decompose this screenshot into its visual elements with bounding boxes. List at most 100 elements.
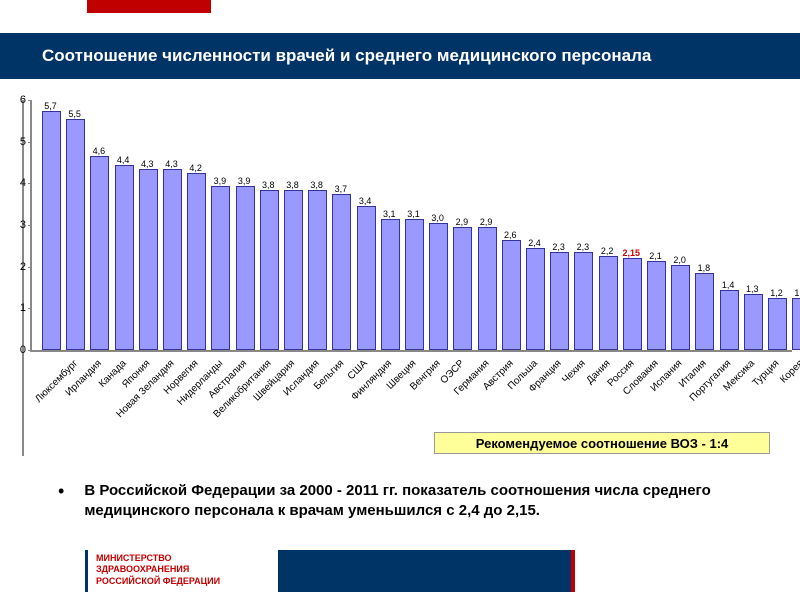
bar-group: 3,7США [332, 100, 349, 350]
footer-line1: МИНИСТЕРСТВО [96, 553, 278, 564]
bar [695, 273, 714, 350]
bar [792, 298, 800, 350]
y-tick: 0 [10, 344, 26, 356]
footer: МИНИСТЕРСТВО ЗДРАВООХРАНЕНИЯ РОССИЙСКОЙ … [85, 550, 575, 592]
bar-group: 4,3Новая Зеландия [139, 100, 156, 350]
bar-group: 2,6Польша [502, 100, 519, 350]
y-tick: 1 [10, 302, 26, 314]
bar [623, 258, 642, 350]
bar [647, 261, 666, 351]
bar-group: 2,1Испания [647, 100, 664, 350]
top-red-block [87, 0, 211, 13]
bar-group: 1,2Греция [792, 100, 800, 350]
bar [90, 156, 109, 350]
bar [236, 186, 255, 351]
bar-group: 3,4Финляндия [357, 100, 374, 350]
y-tick-mark [28, 142, 32, 143]
bar-group: 1,3Турция [744, 100, 761, 350]
bar [187, 173, 206, 350]
bar [405, 219, 424, 350]
bar [332, 194, 351, 350]
y-tick-mark [28, 183, 32, 184]
bullet-text: В Российской Федерации за 2000 - 2011 гг… [84, 481, 758, 522]
y-tick: 3 [10, 219, 26, 231]
bar-group: 4,3Норвегия [163, 100, 180, 350]
bar-value: 5,5 [60, 109, 90, 119]
bar-value: 3,7 [326, 184, 356, 194]
bar-value: 3,4 [350, 196, 380, 206]
bar [211, 186, 230, 351]
recommend-box: Рекомендуемое соотношение ВОЗ - 1:4 [434, 432, 770, 454]
bar-group: 5,5Ирландия [66, 100, 83, 350]
bar [139, 169, 158, 350]
bar-group: 2,3Дания [574, 100, 591, 350]
y-tick-mark [28, 267, 32, 268]
bar-group: 2,3Чехия [550, 100, 567, 350]
bar [599, 256, 618, 350]
bar [574, 252, 593, 350]
bar [453, 227, 472, 350]
footer-ministry: МИНИСТЕРСТВО ЗДРАВООХРАНЕНИЯ РОССИЙСКОЙ … [85, 550, 278, 592]
bar-group: 3,0ОЭСР [429, 100, 446, 350]
bar-group: 1,8Португалия [695, 100, 712, 350]
footer-blue-block [278, 550, 575, 592]
bar-value: 1,8 [689, 263, 719, 273]
y-tick-mark [28, 100, 32, 101]
bar [720, 290, 739, 350]
bullet-dot: • [58, 481, 64, 522]
bar-group: 2,4Франция [526, 100, 543, 350]
footer-line3: РОССИЙСКОЙ ФЕДЕРАЦИИ [96, 576, 278, 587]
bar-label: Чехия [560, 358, 588, 386]
bar [284, 190, 303, 350]
bar [308, 190, 327, 350]
y-tick: 5 [10, 136, 26, 148]
bar-group: 3,8Исландия [284, 100, 301, 350]
bar-group: 3,1Швеция [381, 100, 398, 350]
bar-group: 5,7Люксембург [42, 100, 59, 350]
bar-group: 4,6Канада [90, 100, 107, 350]
bar-chart: 0123456 5,7Люксембург5,5Ирландия4,6Канад… [30, 100, 792, 352]
recommend-text: Рекомендуемое соотношение ВОЗ - 1:4 [476, 436, 729, 451]
bar-group: 3,9Великобритания [236, 100, 253, 350]
bar [671, 265, 690, 350]
bar [115, 165, 134, 350]
bar-group: 2,2Россия [599, 100, 616, 350]
bar [429, 223, 448, 350]
bar-group: 2,0Италия [671, 100, 688, 350]
title-bar: Соотношение численности врачей и среднег… [0, 33, 800, 79]
bar [381, 219, 400, 350]
bar-group: 2,15Словакия [623, 100, 640, 350]
bar-group: 1,4Мексика [720, 100, 737, 350]
y-tick: 2 [10, 261, 26, 273]
bar [744, 294, 763, 350]
y-tick-mark [28, 350, 32, 351]
bar [768, 298, 787, 350]
bar-value: 2,9 [471, 217, 501, 227]
bar-group: 3,8Швейцария [260, 100, 277, 350]
bar-group: 3,8Бельгия [308, 100, 325, 350]
bar [163, 169, 182, 350]
left-border [22, 100, 24, 456]
y-tick: 4 [10, 177, 26, 189]
bar [66, 119, 85, 350]
bar-value: 1,2 [786, 288, 800, 298]
bullet-row: • В Российской Федерации за 2000 - 2011 … [58, 481, 758, 522]
bar-group: 3,9Австралия [211, 100, 228, 350]
page-title: Соотношение численности врачей и среднег… [42, 46, 651, 66]
bar-value: 4,2 [181, 163, 211, 173]
bar [357, 206, 376, 350]
bar-group: 1,2Корея [768, 100, 785, 350]
bar-group: 4,2Нидерланды [187, 100, 204, 350]
bar-group: 3,1Венгрия [405, 100, 422, 350]
bar-group: 4,4Япония [115, 100, 132, 350]
bar-label: Корея [778, 358, 800, 386]
y-tick-mark [28, 225, 32, 226]
bar [260, 190, 279, 350]
bar-group: 2,9Австрия [478, 100, 495, 350]
bar [42, 111, 61, 351]
y-tick: 6 [10, 94, 26, 106]
bar-group: 2,9Германия [453, 100, 470, 350]
footer-line2: ЗДРАВООХРАНЕНИЯ [96, 564, 278, 575]
bar [502, 240, 521, 350]
bar [550, 252, 569, 350]
